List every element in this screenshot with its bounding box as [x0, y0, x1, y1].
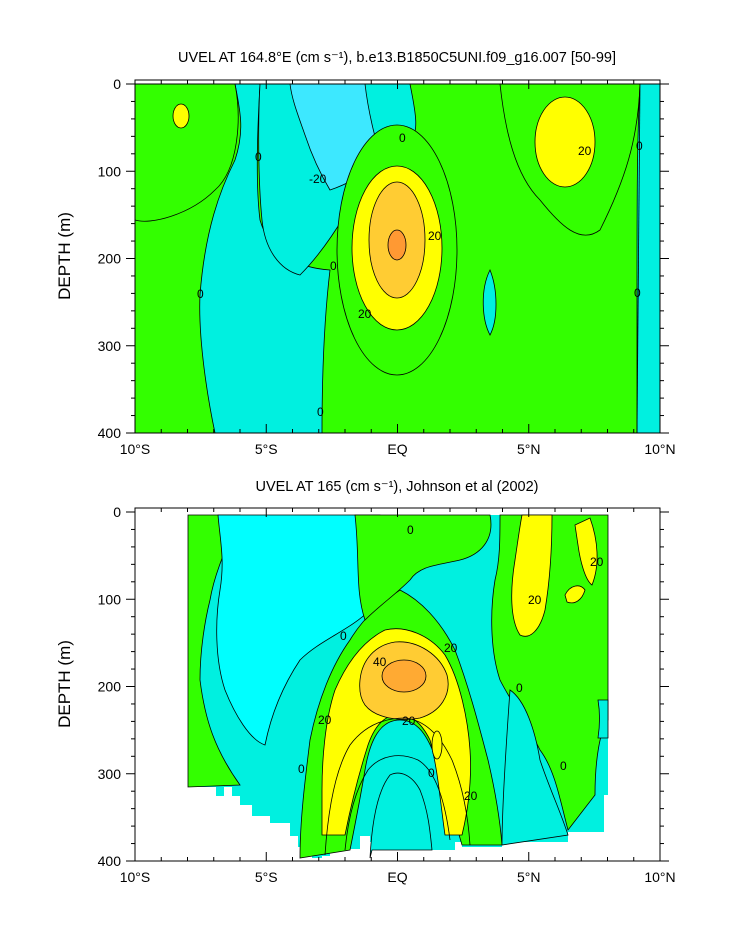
x-tick-label: 10°S [120, 869, 151, 885]
clabel: 0 [340, 629, 347, 643]
y-tick-label: 300 [98, 338, 122, 354]
region-east-strip [640, 84, 660, 433]
clabel: 0 [636, 139, 643, 153]
x-tick-label: 5°N [517, 869, 541, 885]
region-euc-max [387, 229, 407, 261]
clabel: 40 [373, 655, 387, 669]
clabel: 0 [407, 523, 414, 537]
y-tick-label: 0 [113, 76, 121, 92]
y-tick-label: 100 [98, 163, 122, 179]
panel-2-contours [187, 514, 609, 859]
clabel: 0 [399, 131, 406, 145]
clabel: 20 [318, 713, 332, 727]
region-upper-green [354, 514, 492, 621]
region-east-neg [501, 689, 569, 846]
x-tick-label: EQ [387, 441, 407, 457]
x-tick-label: EQ [387, 869, 407, 885]
y-tick-label: 200 [98, 679, 122, 695]
contour-north-zero [499, 83, 641, 236]
clabel: 0 [428, 766, 435, 780]
panel-model: UVEL AT 164.8°E (cm s⁻¹), b.e13.B1850C5U… [55, 50, 676, 457]
clabel: 0 [516, 681, 523, 695]
region-north-jet [511, 514, 553, 637]
y-tick-label: 200 [98, 251, 122, 267]
clabel: 20 [444, 641, 458, 655]
region-below-euc [369, 772, 433, 859]
panel-2-title: UVEL AT 165 (cm s⁻¹), Johnson et al (200… [255, 479, 538, 495]
region-euc-max [381, 659, 427, 693]
x-tick-label: 5°S [255, 441, 278, 457]
region-west-blob [172, 103, 190, 129]
panel-2-ylabel: DEPTH (m) [55, 640, 74, 728]
y-tick-label: 400 [98, 425, 122, 441]
x-tick-label: 5°S [255, 869, 278, 885]
clabel: 20 [402, 714, 416, 728]
contour-east-zero [636, 83, 641, 433]
region-narrow-lens [482, 269, 497, 336]
clabel: 20 [578, 144, 592, 158]
x-tick-label: 5°N [517, 441, 541, 457]
contour-below-euc [344, 755, 451, 851]
x-tick-label: 10°N [644, 441, 675, 457]
clabel: 20 [428, 229, 442, 243]
clabel: 0 [634, 286, 641, 300]
clabel: 0 [298, 762, 305, 776]
panel-2-contour-labels: 0 20 20 0 20 40 0 20 20 0 0 0 20 [298, 523, 604, 803]
y-tick-label: 0 [113, 504, 121, 520]
panel-1-ylabel: DEPTH (m) [55, 212, 74, 300]
clabel: 20 [464, 789, 478, 803]
clabel: 0 [197, 287, 204, 301]
clabel: 20 [358, 307, 372, 321]
panel-1-contour-labels: 0 -20 0 0 20 0 20 0 20 0 0 [197, 131, 643, 419]
x-tick-label: 10°S [120, 441, 151, 457]
panel-1-contours [135, 83, 660, 433]
clabel: -20 [309, 172, 327, 186]
region-north-jet-2 [574, 517, 598, 586]
clabel: 0 [255, 150, 262, 164]
y-tick-label: 400 [98, 853, 122, 869]
y-tick-label: 300 [98, 766, 122, 782]
region-small-lens [431, 730, 443, 760]
region-small-yellow [564, 585, 586, 604]
y-tick-label: 100 [98, 591, 122, 607]
region-north-jet [534, 96, 596, 188]
panel-1-title: UVEL AT 164.8°E (cm s⁻¹), b.e13.B1850C5U… [178, 50, 616, 66]
clabel: 20 [528, 593, 542, 607]
clabel: 20 [590, 555, 604, 569]
panel-observations: UVEL AT 165 (cm s⁻¹), Johnson et al (200… [55, 479, 676, 885]
region-west-contour [135, 83, 239, 222]
clabel: 0 [317, 405, 324, 419]
region-east-edge [597, 699, 609, 739]
contour-euc-outer [324, 717, 471, 856]
x-tick-label: 10°N [644, 869, 675, 885]
clabel: 0 [560, 759, 567, 773]
clabel: 0 [330, 259, 337, 273]
